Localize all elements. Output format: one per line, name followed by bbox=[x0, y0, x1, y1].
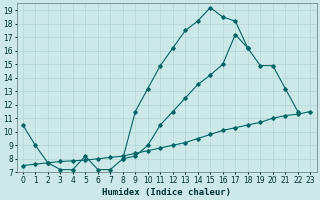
X-axis label: Humidex (Indice chaleur): Humidex (Indice chaleur) bbox=[102, 188, 231, 197]
